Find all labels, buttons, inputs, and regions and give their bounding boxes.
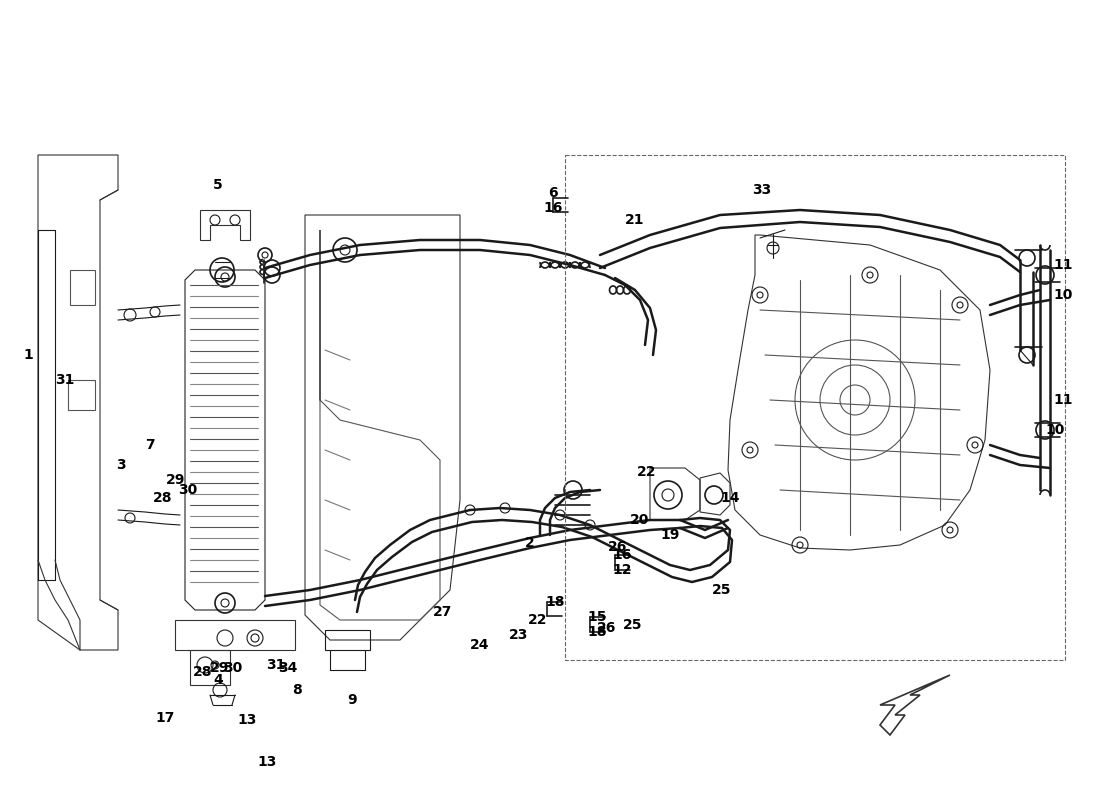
Text: 10: 10 — [1045, 423, 1065, 437]
Text: 31: 31 — [266, 658, 286, 672]
Text: 12: 12 — [613, 563, 631, 577]
Text: 7: 7 — [145, 438, 155, 452]
Text: 6: 6 — [548, 186, 558, 200]
Text: 22: 22 — [637, 465, 657, 479]
Text: 20: 20 — [630, 513, 650, 527]
Text: 18: 18 — [546, 595, 564, 609]
Text: 4: 4 — [213, 673, 223, 687]
Text: 28: 28 — [153, 491, 173, 505]
Text: 33: 33 — [752, 183, 771, 197]
Text: 21: 21 — [625, 213, 645, 227]
Text: 27: 27 — [433, 605, 453, 619]
Text: 23: 23 — [509, 628, 529, 642]
Text: 29: 29 — [166, 473, 186, 487]
Text: 25: 25 — [624, 618, 642, 632]
Text: 14: 14 — [720, 491, 739, 505]
Text: 2: 2 — [525, 536, 535, 550]
Text: 9: 9 — [348, 693, 356, 707]
Text: 29: 29 — [210, 661, 230, 675]
Text: 31: 31 — [55, 373, 75, 387]
Text: 11: 11 — [1054, 258, 1072, 272]
Text: 22: 22 — [528, 613, 548, 627]
Text: 28: 28 — [194, 665, 212, 679]
Text: 5: 5 — [213, 178, 223, 192]
Text: 17: 17 — [155, 711, 175, 725]
Text: 16: 16 — [613, 548, 631, 562]
Text: 30: 30 — [178, 483, 198, 497]
Text: 25: 25 — [713, 583, 732, 597]
Text: 30: 30 — [223, 661, 243, 675]
Text: 34: 34 — [278, 661, 298, 675]
Text: 1: 1 — [23, 348, 33, 362]
Text: 26: 26 — [597, 621, 617, 635]
Text: 3: 3 — [117, 458, 125, 472]
Text: 18: 18 — [587, 625, 607, 639]
Text: 26: 26 — [608, 540, 628, 554]
Text: 10: 10 — [1054, 288, 1072, 302]
Text: 16: 16 — [543, 201, 563, 215]
Text: 13: 13 — [238, 713, 256, 727]
Text: 8: 8 — [293, 683, 301, 697]
Text: 19: 19 — [660, 528, 680, 542]
Text: 15: 15 — [587, 610, 607, 624]
Text: 24: 24 — [471, 638, 490, 652]
Text: 11: 11 — [1054, 393, 1072, 407]
Text: 13: 13 — [257, 755, 277, 769]
